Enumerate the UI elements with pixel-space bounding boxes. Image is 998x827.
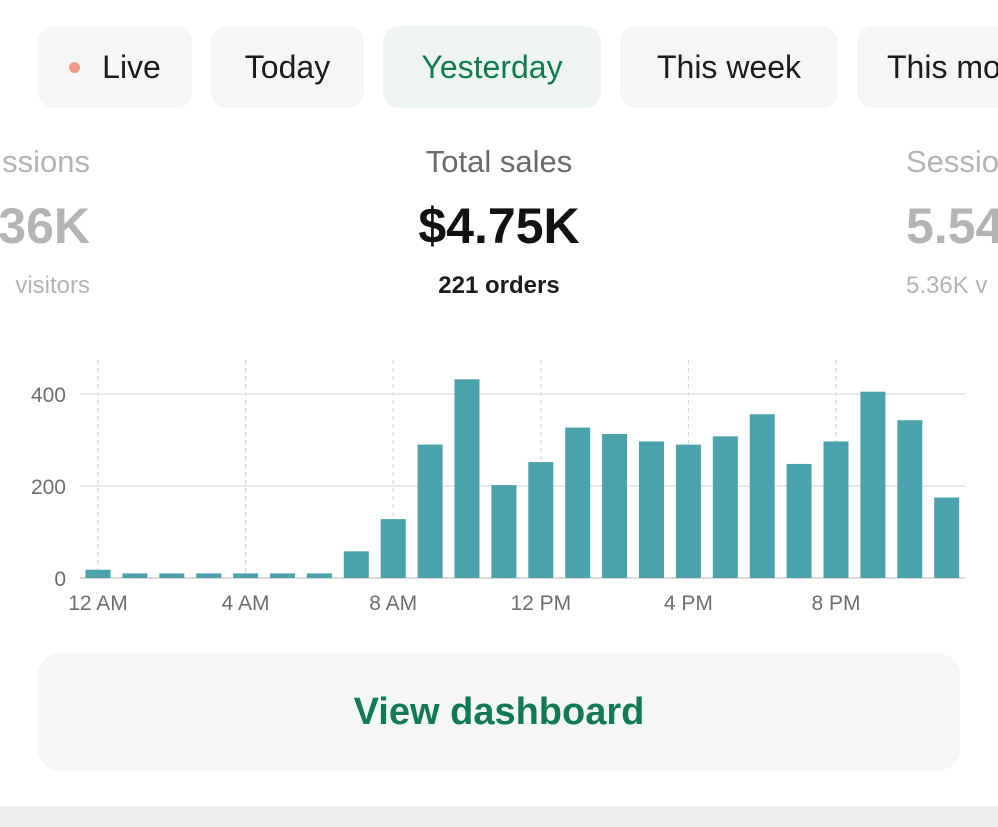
chart-x-tick-label: 12 PM [510, 592, 571, 615]
metric-card-sessions-next[interactable]: Sessio 5.54 5.36K v [906, 140, 998, 306]
chart-y-tick-label: 400 [31, 384, 66, 407]
chart-x-tick-label: 8 AM [369, 592, 417, 615]
tab-this-month[interactable]: This mo [857, 26, 998, 108]
chart-bar [85, 569, 111, 578]
chart-bar [233, 573, 259, 578]
metric-value: $4.75K [418, 198, 580, 254]
metric-subtext: 221 orders [438, 272, 560, 299]
metric-card-sessions-prev[interactable]: ssions 36K visitors [0, 140, 90, 306]
metric-subtext: visitors [15, 272, 90, 299]
tab-today-label: Today [244, 48, 331, 85]
chart-bar [196, 573, 222, 578]
metric-label: Total sales [425, 144, 573, 179]
metric-subtext: 5.36K v [906, 272, 988, 299]
chart-bar [528, 462, 554, 578]
chart-bar [380, 519, 406, 578]
date-range-tabs: Live Today Yesterday This week This mo [0, 0, 998, 130]
tab-today[interactable]: Today [211, 26, 364, 108]
chart-bar [454, 379, 480, 578]
chart-y-tick-label: 0 [54, 568, 66, 591]
chart-bar [122, 573, 148, 578]
metric-label: Sessio [906, 144, 998, 179]
chart-bar [343, 551, 369, 578]
chart-bar [270, 573, 295, 578]
chart-x-tick-label: 8 PM [811, 592, 860, 615]
chart-bar [417, 444, 443, 578]
chart-x-tick-label: 4 AM [222, 592, 270, 615]
chart-bar [565, 427, 591, 578]
bottom-divider [0, 806, 998, 827]
tab-this-week[interactable]: This week [620, 26, 838, 108]
live-indicator-dot [69, 61, 81, 73]
metric-label: ssions [2, 144, 90, 179]
hourly-sales-bar-chart: 0 200 400 12 AM 4 AM 8 AM 12 PM 4 PM 8 PM [31, 360, 965, 615]
metrics-carousel: ssions 36K visitors Total sales $4.75K 2… [0, 140, 998, 330]
tab-live-label: Live [102, 48, 161, 85]
metric-value: 36K [0, 198, 90, 254]
tab-this-month-label: This mo [887, 48, 998, 85]
tab-yesterday-label: Yesterday [421, 48, 563, 85]
chart-bar [823, 441, 849, 578]
chart-bar [306, 573, 332, 578]
chart-bar [749, 414, 775, 578]
tab-yesterday[interactable]: Yesterday [383, 26, 601, 108]
chart-y-tick-label: 200 [31, 476, 66, 499]
chart-bar [159, 573, 185, 578]
chart-bar [897, 420, 923, 578]
chart-bar [934, 497, 960, 578]
chart-bar [491, 485, 517, 578]
metric-card-total-sales[interactable]: Total sales $4.75K 221 orders [349, 140, 649, 306]
view-dashboard-button[interactable]: View dashboard [38, 654, 960, 770]
metric-value: 5.54 [906, 198, 998, 254]
chart-x-tick-label: 4 PM [664, 592, 713, 615]
chart-bar [786, 463, 812, 578]
view-dashboard-label: View dashboard [353, 690, 645, 733]
tab-this-week-label: This week [656, 48, 802, 85]
chart-bar [712, 436, 738, 578]
chart-x-tick-label: 12 AM [68, 592, 128, 615]
chart-bar [639, 441, 664, 578]
chart-bar [860, 391, 886, 578]
tab-live[interactable]: Live [38, 26, 192, 108]
chart-bar [675, 444, 701, 578]
chart-bar [602, 434, 628, 578]
